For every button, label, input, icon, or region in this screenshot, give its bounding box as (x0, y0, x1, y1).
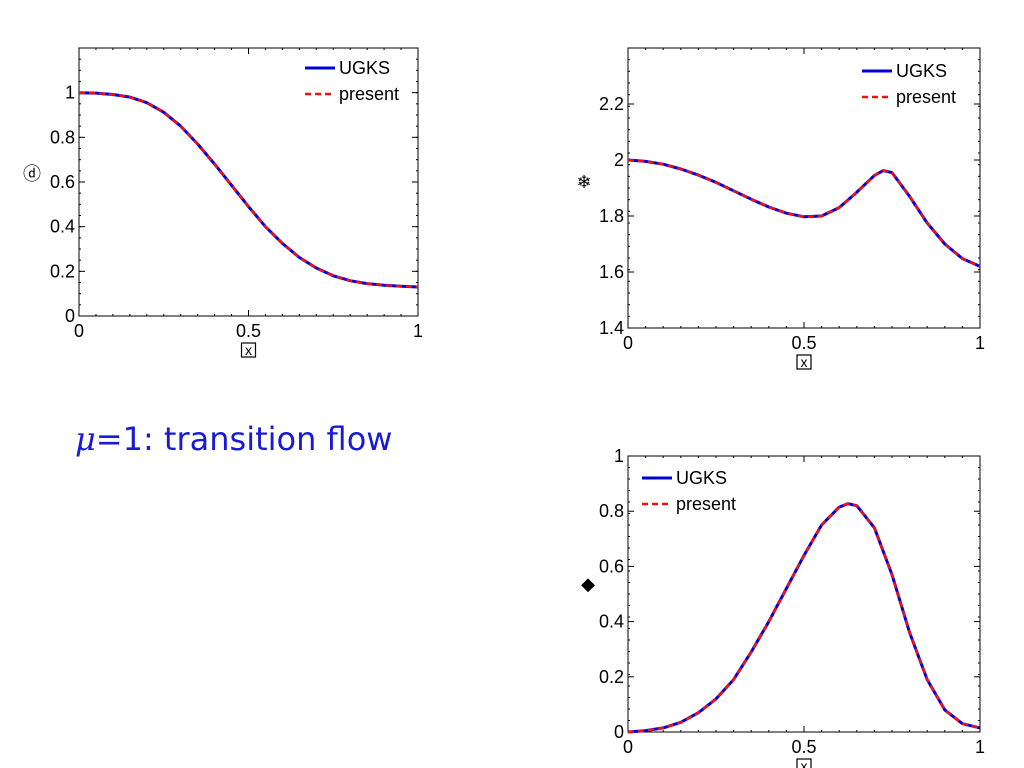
y-tick-label: 1.8 (599, 206, 624, 226)
y-tick-label: 0.2 (50, 261, 75, 281)
series-line-present (627, 158, 981, 268)
y-tick-label: 1.6 (599, 262, 624, 282)
legend-label: UGKS (676, 468, 727, 488)
y-tick-label: 1 (614, 446, 624, 466)
legend-label: present (676, 494, 736, 514)
plot-density: 0 0.2 0.4 0.6 0.8 1 0 0.5 1 x ⓓ UGKS present (23, 47, 423, 358)
y-tick-label: 1.4 (599, 318, 624, 338)
x-tick-label: 0.5 (791, 333, 816, 353)
y-tick-label: 0.4 (50, 217, 75, 237)
x-tick-label: 1 (413, 321, 423, 341)
y-tick-label: 0 (65, 306, 75, 326)
y-tick-label: 0.2 (599, 667, 624, 687)
x-tick-label: 1 (975, 333, 985, 353)
x-axis-label: x (796, 758, 812, 768)
y-axis-label: ⓓ (23, 164, 41, 185)
x-axis-label-text: x (801, 758, 808, 768)
caption-label: =1: transition flow (95, 420, 393, 458)
y-tick-label: 2.2 (599, 94, 624, 114)
legend-label: UGKS (896, 61, 947, 81)
x-axis-label: x (796, 354, 812, 370)
x-axis-label-box (796, 354, 812, 370)
x-axis-label-box (796, 758, 812, 768)
minor-ticks (628, 48, 980, 328)
y-axis-label: ◆ (581, 574, 595, 595)
legend-label: present (339, 84, 399, 104)
y-axis-label: ❄ (576, 172, 591, 193)
minor-ticks (79, 48, 418, 316)
series-line-UGKS (78, 91, 419, 289)
x-tick-label: 1 (975, 737, 985, 757)
y-tick-label: 0.8 (50, 127, 75, 147)
caption-mu: μ (75, 420, 96, 458)
y-tick-label: 1 (65, 83, 75, 103)
plot-temperature: 1.4 1.6 1.8 2 2.2 0 0.5 1 x ❄ UGKS present (576, 47, 985, 370)
x-tick-label: 0 (623, 737, 633, 757)
legend: UGKS present (862, 61, 956, 107)
legend: UGKS present (305, 58, 399, 104)
x-axis-label-box (240, 342, 257, 358)
x-axis-label-text: x (245, 342, 252, 358)
plot-heat-flux: 0 0.2 0.4 0.6 0.8 1 0 0.5 1 x ◆ UGKS present (581, 446, 985, 768)
x-tick-label: 0.5 (236, 321, 261, 341)
y-tick-label: 0.8 (599, 501, 624, 521)
y-tick-label: 0.6 (599, 556, 624, 576)
y-tick-label: 0.6 (50, 172, 75, 192)
x-tick-label: 0.5 (791, 737, 816, 757)
y-tick-label: 0.4 (599, 612, 624, 632)
x-tick-label: 0 (74, 321, 84, 341)
x-axis-label: x (240, 342, 257, 358)
x-tick-label: 0 (623, 333, 633, 353)
x-axis-label-text: x (801, 354, 808, 370)
legend-label: present (896, 87, 956, 107)
series-line-present (627, 502, 981, 734)
series-line-UGKS (627, 502, 981, 734)
legend-label: UGKS (339, 58, 390, 78)
series-line-UGKS (627, 158, 981, 268)
y-tick-label: 0 (614, 722, 624, 742)
legend: UGKS present (642, 468, 736, 514)
series-line-present (78, 91, 419, 289)
caption-text: μ=1: transition flow (75, 420, 392, 458)
y-tick-label: 2 (614, 150, 624, 170)
